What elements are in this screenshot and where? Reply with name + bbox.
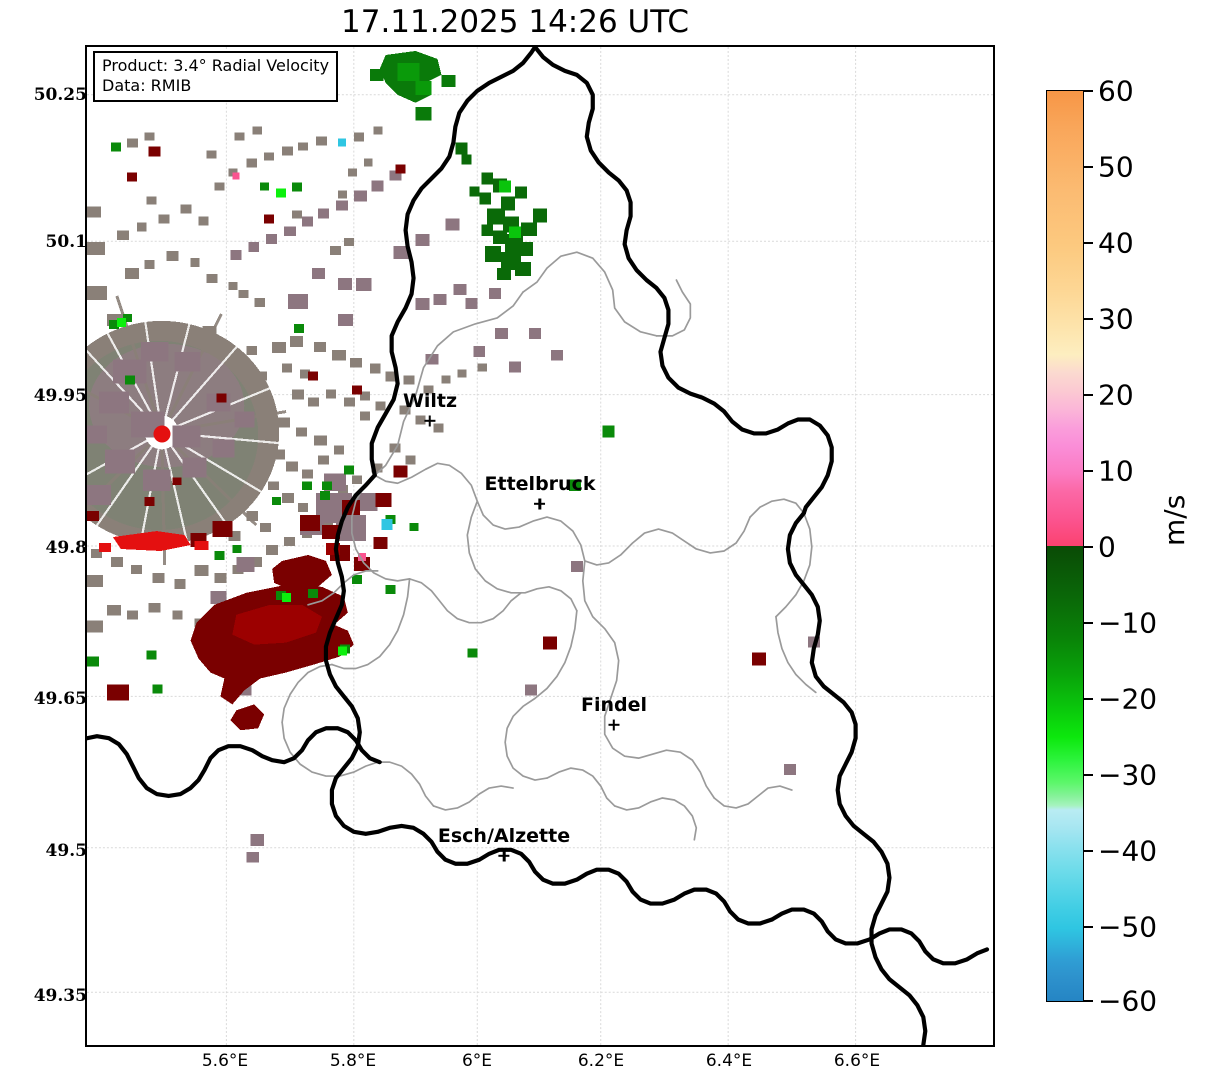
colorbar-gradient-negative xyxy=(1046,546,1084,1002)
city-label-esch-alzette: Esch/Alzette xyxy=(438,827,570,863)
colorbar-label-0: 0 xyxy=(1098,530,1116,564)
product-info-box: Product: 3.4° Radial Velocity Data: RMIB xyxy=(93,51,339,102)
map-gridlines xyxy=(87,47,993,1045)
colorbar-tick-m20 xyxy=(1084,698,1093,700)
colorbar-tick-40 xyxy=(1084,242,1093,244)
city-cross-marker-esch-alzette xyxy=(438,849,570,863)
colorbar-scale: 60 50 40 30 20 10 0 −10 −20 −30 −40 −50 … xyxy=(1046,75,1206,1018)
x-tick-label-1: 5.8°E xyxy=(329,1051,377,1071)
colorbar-label-10: 10 xyxy=(1098,454,1134,488)
colorbar-label-m10: −10 xyxy=(1098,606,1158,640)
colorbar-tick-m40 xyxy=(1084,850,1093,852)
colorbar-tick-30 xyxy=(1084,318,1093,320)
radar-site-marker[interactable] xyxy=(153,425,171,443)
city-name-ettelbruck: Ettelbruck xyxy=(484,473,596,495)
colorbar-tick-50 xyxy=(1084,166,1093,168)
city-name-findel: Findel xyxy=(580,694,648,716)
product-line: Product: 3.4° Radial Velocity xyxy=(102,56,330,75)
city-label-findel: Findel xyxy=(581,696,647,732)
city-name-wiltz: Wiltz xyxy=(402,390,458,412)
colorbar-label-m20: −20 xyxy=(1098,682,1158,716)
city-cross-marker-wiltz xyxy=(403,414,457,428)
national-border xyxy=(87,47,990,1045)
map-borders xyxy=(87,47,990,1045)
x-tick-label-5: 6.6°E xyxy=(833,1051,881,1071)
x-tick-label-0: 5.6°E xyxy=(201,1051,249,1071)
x-tick-label-4: 6.4°E xyxy=(705,1051,753,1071)
city-cross-marker-ettelbruck xyxy=(485,497,596,511)
colorbar-tick-m50 xyxy=(1084,926,1093,928)
colorbar-label-30: 30 xyxy=(1098,302,1134,336)
colorbar-tick-m10 xyxy=(1084,622,1093,624)
colorbar-label-50: 50 xyxy=(1098,150,1134,184)
city-name-esch-alzette: Esch/Alzette xyxy=(437,825,571,847)
data-source-line: Data: RMIB xyxy=(102,75,192,95)
colorbar-label-m60: −60 xyxy=(1098,984,1158,1018)
colorbar-label-20: 20 xyxy=(1098,378,1134,412)
colorbar-tick-m60 xyxy=(1084,1000,1093,1002)
map-plot-area[interactable]: Wiltz Ettelbruck Findel Esch/Alzette xyxy=(85,45,995,1047)
colorbar-tick-m30 xyxy=(1084,774,1093,776)
colorbar-label-60: 60 xyxy=(1098,74,1134,108)
figure-title: 17.11.2025 14:26 UTC xyxy=(341,4,689,40)
city-label-wiltz: Wiltz xyxy=(403,392,457,428)
colorbar-label-m40: −40 xyxy=(1098,834,1158,868)
colorbar-label-m30: −30 xyxy=(1098,758,1158,792)
district-boundaries xyxy=(281,251,817,841)
colorbar-tick-20 xyxy=(1084,394,1093,396)
city-label-ettelbruck: Ettelbruck xyxy=(485,475,596,511)
city-cross-marker-findel xyxy=(581,718,647,732)
colorbar-label-40: 40 xyxy=(1098,226,1134,260)
x-tick-label-3: 6.2°E xyxy=(577,1051,625,1071)
radar-velocity-field xyxy=(87,50,820,863)
colorbar-tick-10 xyxy=(1084,470,1093,472)
colorbar-label-m50: −50 xyxy=(1098,910,1158,944)
x-tick-label-2: 6°E xyxy=(461,1051,493,1071)
colorbar-tick-0 xyxy=(1084,546,1093,548)
colorbar-tick-60 xyxy=(1084,90,1093,92)
